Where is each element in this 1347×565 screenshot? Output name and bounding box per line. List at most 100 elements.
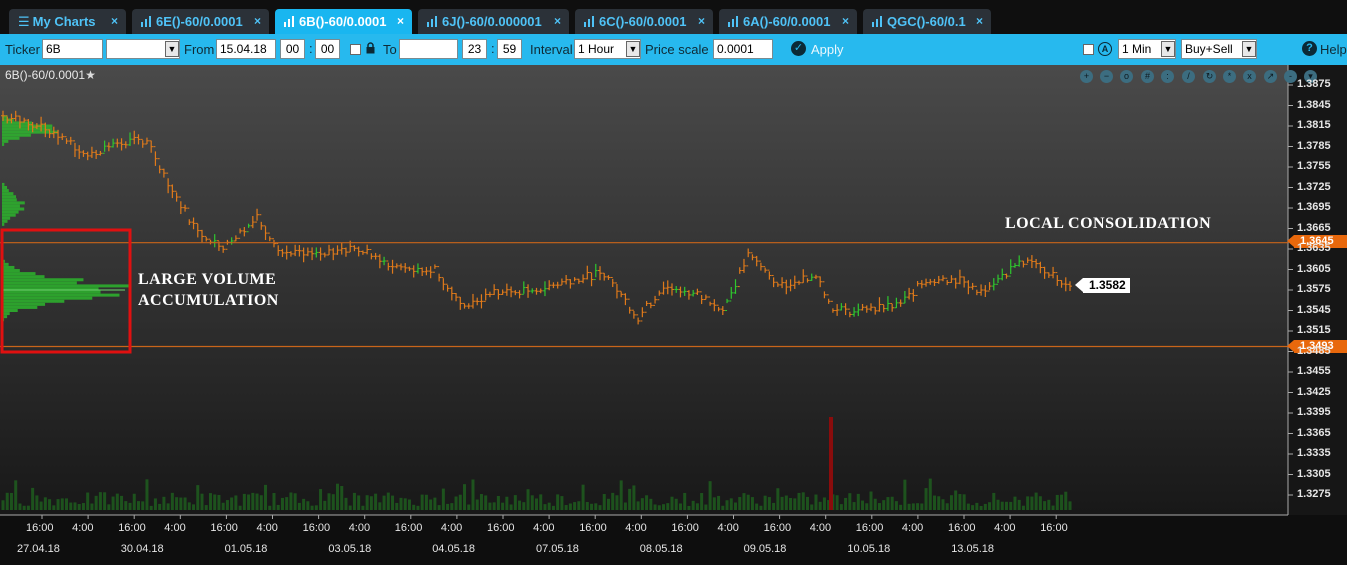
close-icon[interactable]: × bbox=[697, 14, 705, 28]
tab-6j[interactable]: 6J()-60/0.000001 × bbox=[418, 9, 569, 34]
volume-bar bbox=[378, 502, 382, 510]
from-hour-input[interactable]: 00 bbox=[280, 39, 305, 59]
tab-6c[interactable]: 6C()-60/0.0001 × bbox=[575, 9, 713, 34]
time-tick-label: 16:00 bbox=[948, 522, 976, 534]
price-scale-input[interactable]: 0.0001 bbox=[713, 39, 773, 59]
settings-icon[interactable]: * bbox=[1223, 70, 1236, 83]
close-icon[interactable]: × bbox=[253, 14, 261, 28]
help-link[interactable]: Help bbox=[1320, 42, 1347, 57]
close-icon[interactable]: × bbox=[553, 14, 561, 28]
chevron-down-icon[interactable]: ▼ bbox=[1161, 41, 1175, 57]
chevron-down-icon[interactable]: ▼ bbox=[1242, 41, 1256, 57]
volume-bar bbox=[69, 502, 73, 510]
volume-bar bbox=[535, 498, 538, 510]
price-tick-label: 1.3845 bbox=[1297, 98, 1331, 111]
volume-bar bbox=[179, 497, 183, 510]
volume-bar bbox=[628, 488, 632, 510]
menu-icon: ☰ bbox=[18, 13, 30, 29]
volume-bar bbox=[852, 502, 856, 510]
zoom-in-icon[interactable]: + bbox=[1080, 70, 1093, 83]
interval-select[interactable]: 1 Hour bbox=[574, 39, 641, 59]
volume-bar bbox=[911, 503, 915, 510]
auto-icon[interactable]: A bbox=[1098, 42, 1112, 56]
volume-bar bbox=[348, 505, 352, 510]
tab-6b[interactable]: 6B()-60/0.0001 × bbox=[275, 9, 412, 34]
ticker-input[interactable]: 6B bbox=[42, 39, 103, 59]
level-lines bbox=[0, 242, 1288, 348]
favorite-star-icon[interactable]: ★ bbox=[85, 68, 96, 82]
help-icon[interactable]: ? bbox=[1302, 41, 1317, 56]
chevron-down-icon[interactable]: ▼ bbox=[626, 41, 640, 57]
check-circle-icon[interactable]: ✓ bbox=[791, 41, 806, 56]
volume-bar bbox=[602, 494, 606, 510]
volume-bar bbox=[407, 499, 411, 510]
lock-checkbox[interactable] bbox=[350, 44, 361, 55]
close-icon[interactable]: x bbox=[1243, 70, 1256, 83]
date-tick-label: 10.05.18 bbox=[847, 543, 891, 555]
to-hour-input[interactable]: 23 bbox=[462, 39, 487, 59]
volume-bar bbox=[170, 492, 174, 510]
expand-icon[interactable]: ↗ bbox=[1264, 70, 1277, 83]
volume-profile-bar bbox=[2, 198, 17, 202]
to-date-input[interactable] bbox=[399, 39, 458, 59]
time-tick-label: 4:00 bbox=[994, 522, 1016, 534]
volume-profile-bar bbox=[2, 305, 38, 309]
volume-bar bbox=[962, 494, 966, 510]
to-minute-input[interactable]: 59 bbox=[497, 39, 522, 59]
chevron-down-icon[interactable]: ▼ bbox=[165, 41, 179, 57]
volume-bar bbox=[1064, 491, 1068, 510]
volume-bar bbox=[429, 499, 433, 510]
volume-bar bbox=[276, 504, 280, 510]
close-icon[interactable]: × bbox=[396, 14, 404, 28]
time-tick-label: 4:00 bbox=[901, 522, 924, 534]
refresh-icon[interactable]: ↻ bbox=[1203, 70, 1216, 83]
volume-bar bbox=[268, 505, 272, 510]
price-tick-label: 1.3335 bbox=[1297, 447, 1331, 459]
volume-bar bbox=[492, 502, 496, 510]
volume-bar bbox=[848, 493, 852, 510]
volume-profile-bar bbox=[2, 210, 19, 214]
volume-bar bbox=[98, 492, 102, 510]
grid-icon[interactable]: # bbox=[1141, 70, 1154, 83]
volume-bar bbox=[357, 495, 361, 510]
volume-bar bbox=[39, 501, 43, 510]
volume-bar bbox=[903, 479, 907, 510]
volume-bar bbox=[437, 505, 441, 510]
minimize-icon[interactable]: - bbox=[1284, 70, 1297, 83]
from-minute-input[interactable]: 00 bbox=[315, 39, 340, 59]
apply-button[interactable]: Apply bbox=[811, 42, 844, 57]
zoom-out-icon[interactable]: − bbox=[1100, 70, 1113, 83]
volume-bar bbox=[314, 505, 318, 510]
plot-background bbox=[0, 65, 1288, 515]
zoom-fit-icon[interactable]: o bbox=[1120, 70, 1133, 83]
volume-bar bbox=[674, 498, 678, 510]
auto-checkbox[interactable] bbox=[1083, 44, 1094, 55]
price-chart[interactable] bbox=[0, 65, 1347, 565]
volume-profile-bar bbox=[2, 302, 46, 306]
pencil-icon[interactable]: / bbox=[1182, 70, 1195, 83]
price-tick-label: 1.3575 bbox=[1297, 283, 1331, 295]
close-icon[interactable]: × bbox=[975, 14, 983, 28]
volume-profile-bar bbox=[2, 312, 10, 316]
from-date-input[interactable]: 15.04.18 bbox=[216, 39, 276, 59]
volume-profile bbox=[2, 115, 129, 322]
volume-bar bbox=[403, 498, 407, 510]
tab-6e[interactable]: 6E()-60/0.0001 × bbox=[132, 9, 269, 34]
tab-6a[interactable]: 6A()-60/0.0001 × bbox=[719, 9, 857, 34]
tab-qgc[interactable]: QGC()-60/0.1 × bbox=[863, 9, 991, 34]
close-icon[interactable]: × bbox=[841, 14, 849, 28]
volume-bar bbox=[1013, 496, 1017, 510]
volume-bar bbox=[746, 494, 750, 510]
side-select[interactable]: Buy+Sell bbox=[1181, 39, 1257, 59]
volume-bar bbox=[1060, 494, 1064, 510]
volume-bar bbox=[369, 496, 373, 510]
close-icon[interactable]: × bbox=[110, 14, 118, 28]
ticker-select[interactable] bbox=[106, 39, 180, 59]
volume-profile-bar bbox=[2, 309, 18, 312]
price-tick-label: 1.3815 bbox=[1297, 119, 1331, 131]
tab-my-charts[interactable]: ☰ My Charts × bbox=[9, 9, 126, 34]
annotation-volume-line2: ACCUMULATION bbox=[138, 292, 279, 309]
grid-dots-icon[interactable]: : bbox=[1161, 70, 1174, 83]
volume-profile-bar bbox=[2, 127, 53, 131]
collapse-icon[interactable]: ▾ bbox=[1304, 70, 1317, 83]
